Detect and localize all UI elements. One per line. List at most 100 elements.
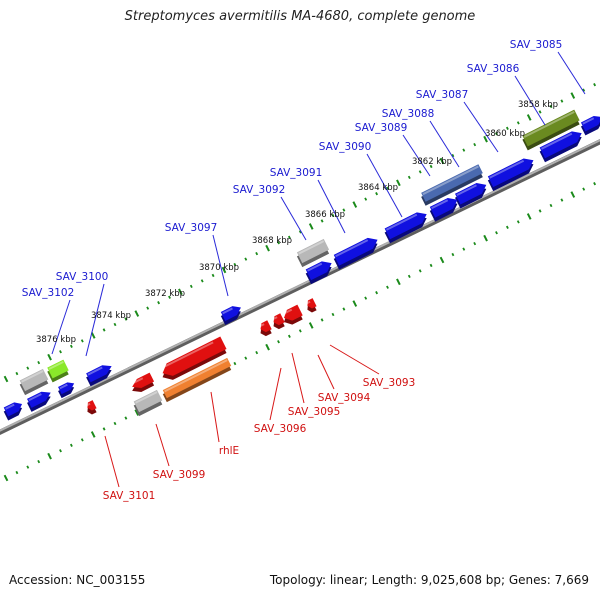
tick-mark	[320, 219, 324, 223]
lower-tick-row	[3, 182, 597, 482]
tick-mark	[549, 203, 553, 208]
reverse-gene-label-6: SAV_3101	[103, 490, 156, 502]
forward-gene-6-face	[333, 237, 378, 266]
tick-mark	[495, 132, 498, 136]
tick-mark	[47, 353, 52, 361]
tick-mark	[90, 431, 96, 438]
tick-mark	[59, 350, 62, 354]
forward-gene-8-face	[220, 306, 241, 321]
forward-gene-label-9: SAV_3100	[56, 271, 109, 283]
tick-mark	[287, 334, 291, 338]
reverse-leader-2	[291, 352, 305, 404]
forward-gene-10-face	[58, 382, 75, 395]
tick-mark	[15, 371, 19, 376]
forward-gene-9-face	[86, 365, 112, 383]
reverse-gene-3095-shine	[272, 316, 278, 320]
forward-gene-rrna-face	[421, 164, 483, 202]
tick-mark	[538, 209, 542, 213]
tick-mark	[560, 99, 564, 103]
tick-mark	[221, 266, 227, 274]
tick-mark	[102, 427, 106, 431]
forward-gene-lime	[47, 359, 69, 383]
reverse-leader-1	[317, 354, 335, 390]
scale-label-7: 3872 kbp	[145, 289, 185, 299]
tick-mark	[418, 170, 422, 174]
tick-mark	[516, 121, 520, 125]
tick-mark	[375, 291, 379, 295]
forward-gene-2-face	[487, 158, 534, 188]
forward-gene-12	[3, 402, 23, 421]
tick-mark	[308, 322, 314, 329]
forward-gene-4	[429, 197, 458, 222]
forward-gene-grey-a	[296, 238, 330, 268]
forward-leader-5	[366, 153, 403, 218]
reverse-gene-label-5: SAV_3099	[153, 469, 206, 481]
tick-mark	[439, 157, 445, 165]
tick-mark	[451, 153, 455, 158]
forward-gene-11	[27, 391, 51, 412]
tick-mark	[352, 300, 358, 307]
reverse-gene-3095-face	[273, 313, 285, 326]
tick-mark	[255, 350, 259, 355]
reverse-gene-label-3: SAV_3096	[254, 423, 307, 435]
tick-mark	[593, 83, 597, 87]
upper-tick-row	[3, 83, 597, 383]
tick-mark	[483, 234, 488, 242]
tick-mark	[69, 443, 73, 447]
reverse-gene-label-0: SAV_3093	[363, 377, 416, 389]
reverse-leader-4	[210, 391, 220, 443]
reverse-gene-3099-shine	[131, 377, 144, 385]
tick-mark	[80, 438, 84, 442]
accession-label: Accession: NC_003155	[9, 573, 146, 587]
tick-mark	[386, 186, 389, 190]
tick-mark	[90, 332, 96, 339]
tick-mark	[298, 230, 302, 234]
forward-gene-5-shine	[385, 213, 418, 231]
forward-gene-label-8: SAV_3097	[165, 222, 218, 234]
reverse-gene-grey	[133, 389, 163, 417]
tick-mark	[331, 213, 335, 218]
scale-label-4: 3866 kbp	[305, 210, 345, 220]
tick-mark	[526, 114, 532, 121]
reverse-gene-3099-face	[132, 372, 155, 388]
tick-mark	[396, 278, 401, 286]
tick-mark	[386, 285, 389, 289]
forward-gene-label-5: SAV_3090	[319, 141, 372, 153]
forward-gene-label-1: SAV_3086	[467, 63, 520, 75]
forward-gene-label-4: SAV_3089	[355, 122, 408, 134]
tick-mark	[211, 273, 215, 278]
tick-mark	[124, 416, 128, 420]
reverse-leader-3	[269, 367, 282, 421]
forward-gene-2-shine	[489, 159, 525, 179]
reverse-gene-3096-shine	[259, 323, 265, 327]
forward-gene-olive-face	[522, 109, 580, 147]
forward-gene-rrna	[421, 164, 483, 206]
scale-label-6: 3870 kbp	[199, 263, 239, 273]
reverse-leader-0	[329, 344, 380, 375]
forward-gene-11-face	[27, 391, 51, 408]
reverse-gene-3101-shine	[86, 402, 91, 406]
tick-mark	[396, 179, 401, 187]
forward-gene-3-shine	[456, 184, 477, 197]
scale-label-9: 3876 kbp	[36, 335, 76, 345]
tick-mark	[200, 279, 204, 283]
tick-mark	[178, 288, 183, 296]
tick-mark	[526, 213, 532, 220]
forward-leader-6	[317, 179, 346, 234]
forward-gene-9	[86, 365, 112, 387]
scale-label-1: 3860 kbp	[485, 129, 525, 139]
forward-gene-3-face	[455, 183, 487, 205]
tick-mark	[364, 296, 368, 300]
forward-leader-0	[557, 51, 586, 95]
forward-leader-2	[463, 101, 499, 153]
tick-mark	[255, 251, 259, 256]
tick-mark	[146, 306, 150, 310]
tick-mark	[168, 295, 171, 299]
forward-gene-9-shine	[87, 366, 103, 376]
scale-label-2: 3862 kbp	[412, 157, 452, 167]
forward-leader-9	[85, 283, 105, 357]
scale-label-0: 3858 kbp	[518, 100, 558, 110]
forward-gene-rrna-shine	[422, 165, 479, 196]
